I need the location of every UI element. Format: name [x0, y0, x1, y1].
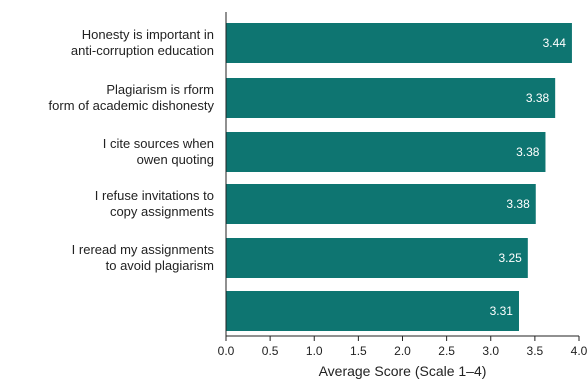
x-tick-label: 2.5 [438, 344, 455, 358]
x-tick-label: 0.5 [262, 344, 279, 358]
bar-value-label: 3.38 [516, 145, 540, 159]
category-label: copy assignments [110, 204, 215, 219]
bar-value-label: 3.38 [526, 91, 550, 105]
category-label: Honesty is important in [82, 27, 214, 42]
x-tick-label: 1.0 [306, 344, 323, 358]
bar-2 [226, 78, 556, 118]
bar-4 [226, 184, 536, 224]
x-ticks: 0.0 0.5 1.0 1.5 2.0 2.5 3.0 3.5 4.0 [218, 336, 588, 358]
category-label: Plagiarism is rform [106, 82, 214, 97]
bar-value-label: 3.31 [490, 304, 514, 318]
category-label: I refuse invitations to [95, 188, 214, 203]
category-label: to avoid plagiarism [106, 258, 214, 273]
x-tick-label: 3.0 [482, 344, 499, 358]
bars-group [226, 23, 572, 331]
bar-3 [226, 132, 546, 172]
x-tick-label: 1.5 [350, 344, 367, 358]
category-label: anti-corruption education [71, 43, 214, 58]
bar-value-label: 3.38 [506, 197, 530, 211]
x-tick-label: 2.0 [394, 344, 411, 358]
x-axis-title: Average Score (Scale 1–4) [319, 363, 487, 379]
bar-value-label: 3.44 [543, 36, 567, 50]
category-label: owen quoting [137, 152, 214, 167]
x-tick-label: 0.0 [218, 344, 235, 358]
category-label: I cite sources when [103, 136, 214, 151]
value-labels: 3.44 3.38 3.38 3.38 3.25 3.31 [490, 36, 567, 318]
category-label: form of academic dishonesty [49, 98, 215, 113]
x-tick-label: 3.5 [527, 344, 544, 358]
bar-value-label: 3.25 [498, 251, 522, 265]
bar-6 [226, 291, 519, 331]
category-label: I reread my assignments [72, 242, 215, 257]
x-tick-label: 4.0 [571, 344, 588, 358]
bar-1 [226, 23, 572, 63]
bar-5 [226, 238, 528, 278]
